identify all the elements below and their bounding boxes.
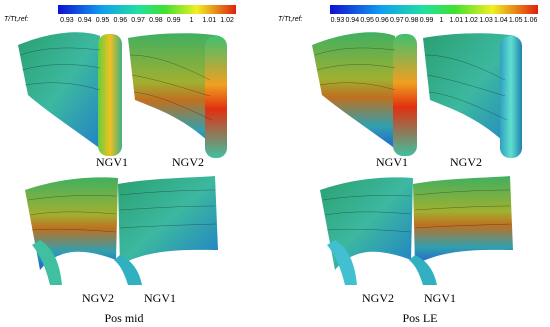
colorbar-tick-label: 0.97 (390, 17, 404, 24)
blade-label: NGV2 (82, 291, 114, 305)
colorbar-tick-label: 1.01 (202, 17, 216, 24)
colorbar-tick-label: 1.02 (464, 17, 478, 24)
colorbar-tick-label: 0.93 (60, 17, 74, 24)
colorbar-tick-label: 1 (190, 17, 194, 24)
colorbar-tick-label: 0.96 (375, 17, 389, 24)
blade-label: NGV1 (96, 155, 128, 169)
colorbar-tick-label: 1.03 (479, 17, 493, 24)
colorbar-tick-label: 0.96 (113, 17, 127, 24)
colorbar-tick-label: 0.93 (331, 17, 345, 24)
colorbar-tick-label: 0.95 (360, 17, 374, 24)
caption: Pos mid (104, 311, 143, 325)
blade-label: NGV1 (376, 155, 408, 169)
colorbar-tick-label: 0.97 (131, 17, 145, 24)
colorbar-tick-label: 0.99 (420, 17, 434, 24)
colorbar-tick-label: 0.99 (167, 17, 181, 24)
colorbar-tick-label: 1.05 (509, 17, 523, 24)
colorbar-tick-label: 1.06 (524, 17, 538, 24)
colorbar-tick-label: 1 (439, 17, 443, 24)
colorbar (330, 5, 538, 14)
colorbar-tick-label: 1.02 (220, 17, 234, 24)
colorbar-tick-label: 0.95 (96, 17, 110, 24)
blade-render (18, 32, 227, 158)
blade-label: NGV2 (172, 155, 204, 169)
colorbar-tick-label: 1.04 (494, 17, 508, 24)
colorbar-tick-label: 0.94 (345, 17, 359, 24)
blade-render (25, 176, 218, 285)
colorbar-label: T/Tt,ref: (278, 16, 303, 23)
colorbar (58, 5, 236, 14)
blade-render (312, 32, 522, 158)
caption: Pos LE (402, 311, 437, 325)
blade-label: NGV2 (450, 155, 482, 169)
blade-render (320, 176, 513, 285)
colorbar-tick-label: 0.98 (405, 17, 419, 24)
blade-label: NGV1 (144, 291, 176, 305)
blade-label: NGV2 (362, 291, 394, 305)
blade-label: NGV1 (424, 291, 456, 305)
colorbar-label: T/Tt,ref: (4, 16, 29, 23)
colorbar-tick-label: 0.94 (78, 17, 92, 24)
colorbar-tick-label: 0.98 (149, 17, 163, 24)
colorbar-tick-label: 1.01 (449, 17, 463, 24)
